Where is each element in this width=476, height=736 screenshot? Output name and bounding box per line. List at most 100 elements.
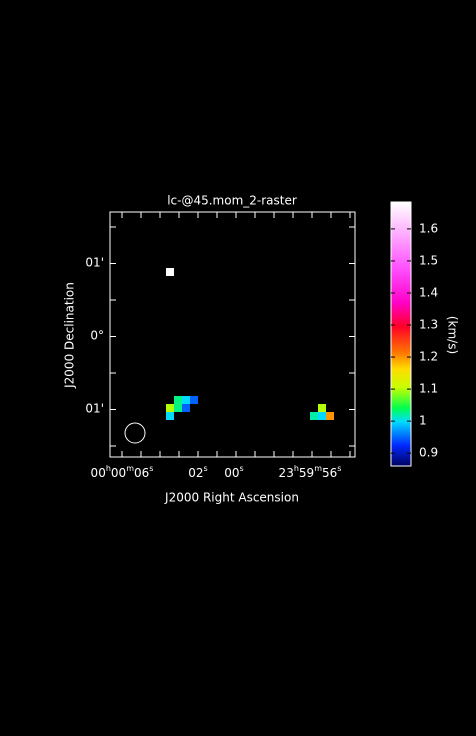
- colorbar-segment: [391, 354, 411, 357]
- colorbar-segment: [391, 254, 411, 257]
- colorbar-segment: [391, 220, 411, 223]
- beam: [124, 422, 146, 444]
- colorbar-segment: [391, 420, 411, 423]
- colorbar-segment: [391, 396, 411, 399]
- colorbar-segment: [391, 450, 411, 453]
- raster-pixel: [318, 404, 326, 412]
- colorbar-segment: [391, 204, 411, 207]
- colorbar-segment: [391, 356, 411, 359]
- colorbar-segment: [391, 408, 411, 411]
- colorbar-segment: [391, 402, 411, 405]
- colorbar-segment: [391, 216, 411, 219]
- colorbar-segment: [391, 316, 411, 319]
- colorbar-label: (km/s): [446, 316, 460, 354]
- colorbar-segment: [391, 346, 411, 349]
- colorbar-segment: [391, 358, 411, 361]
- colorbar-segment: [391, 412, 411, 415]
- raster-pixel: [182, 396, 190, 404]
- colorbar-segment: [391, 458, 411, 461]
- colorbar-segment: [391, 214, 411, 217]
- colorbar-segment: [391, 328, 411, 331]
- raster-pixel: [310, 412, 318, 420]
- colorbar-segment: [391, 226, 411, 229]
- colorbar-tick-label: 1.1: [419, 382, 438, 396]
- raster-pixel: [182, 404, 190, 412]
- colorbar-segment: [391, 452, 411, 455]
- colorbar-segment: [391, 274, 411, 277]
- x-tick-label: 00h00m06s: [91, 464, 154, 480]
- colorbar-segment: [391, 334, 411, 337]
- colorbar-segment: [391, 454, 411, 457]
- colorbar-segment: [391, 370, 411, 373]
- colorbar-segment: [391, 322, 411, 325]
- colorbar-segment: [391, 448, 411, 451]
- colorbar-segment: [391, 222, 411, 225]
- colorbar-tick-label: 1.4: [419, 285, 438, 299]
- colorbar-segment: [391, 348, 411, 351]
- colorbar-segment: [391, 308, 411, 311]
- colorbar-segment: [391, 256, 411, 259]
- colorbar-segment: [391, 246, 411, 249]
- colorbar-segment: [391, 456, 411, 459]
- x-tick-label: 02s: [188, 464, 207, 480]
- colorbar-segment: [391, 270, 411, 273]
- colorbar-segment: [391, 380, 411, 383]
- colorbar-segment: [391, 368, 411, 371]
- colorbar-segment: [391, 298, 411, 301]
- colorbar-segment: [391, 438, 411, 441]
- colorbar-segment: [391, 292, 411, 295]
- colorbar-segment: [391, 262, 411, 265]
- colorbar-segment: [391, 234, 411, 237]
- colorbar-tick-label: 1: [419, 414, 427, 428]
- colorbar-segment: [391, 266, 411, 269]
- colorbar-segment: [391, 264, 411, 267]
- colorbar-segment: [391, 432, 411, 435]
- colorbar-segment: [391, 444, 411, 447]
- colorbar-segment: [391, 240, 411, 243]
- colorbar-segment: [391, 464, 411, 467]
- colorbar-segment: [391, 428, 411, 431]
- chart-title: lc-@45.mom_2-raster: [167, 194, 297, 208]
- x-axis-label: J2000 Right Ascension: [164, 491, 299, 505]
- colorbar-segment: [391, 418, 411, 421]
- colorbar-segment: [391, 260, 411, 263]
- colorbar-segment: [391, 426, 411, 429]
- colorbar-segment: [391, 326, 411, 329]
- colorbar-segment: [391, 284, 411, 287]
- colorbar-segment: [391, 350, 411, 353]
- colorbar-segment: [391, 422, 411, 425]
- colorbar-segment: [391, 268, 411, 271]
- colorbar-segment: [391, 430, 411, 433]
- colorbar-segment: [391, 410, 411, 413]
- colorbar-tick-label: 1.5: [419, 253, 438, 267]
- colorbar-segment: [391, 310, 411, 313]
- colorbar-tick-label: 1.2: [419, 350, 438, 364]
- colorbar-segment: [391, 210, 411, 213]
- x-tick-label: 00s: [224, 464, 243, 480]
- colorbar-segment: [391, 304, 411, 307]
- colorbar-segment: [391, 242, 411, 245]
- raster-pixel: [174, 404, 182, 412]
- colorbar-segment: [391, 440, 411, 443]
- raster-pixel: [166, 412, 174, 420]
- colorbar-segment: [391, 360, 411, 363]
- colorbar-segment: [391, 208, 411, 211]
- colorbar-tick-label: 0.9: [419, 446, 438, 460]
- colorbar-frame: [390, 201, 412, 467]
- x-tick-label: 23h59m56s: [279, 464, 342, 480]
- colorbar-segment: [391, 238, 411, 241]
- colorbar-segment: [391, 382, 411, 385]
- colorbar-segment: [391, 436, 411, 439]
- raster-pixel: [318, 412, 326, 420]
- colorbar-segment: [391, 398, 411, 401]
- colorbar-segment: [391, 294, 411, 297]
- colorbar-segment: [391, 236, 411, 239]
- raster-pixel: [326, 412, 334, 420]
- colorbar-segment: [391, 228, 411, 231]
- colorbar-segment: [391, 378, 411, 381]
- colorbar-segment: [391, 282, 411, 285]
- colorbar-segment: [391, 392, 411, 395]
- y-tick-label: 0°: [90, 329, 104, 343]
- colorbar-segment: [391, 404, 411, 407]
